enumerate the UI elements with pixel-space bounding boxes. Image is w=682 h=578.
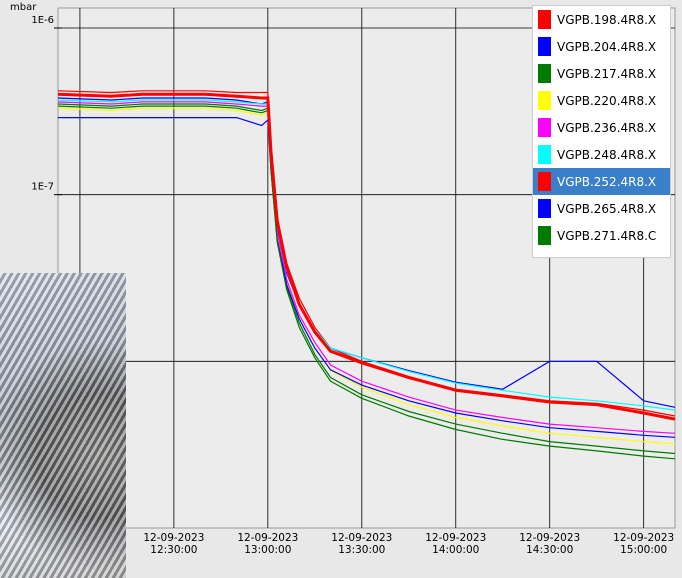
x-tick-label: 12-09-2023 14:30:00	[517, 532, 583, 556]
legend-label: VGPB.252.4R8.X	[557, 175, 656, 189]
legend-item[interactable]: VGPB.220.4R8.X	[533, 87, 670, 114]
legend-item[interactable]: VGPB.204.4R8.X	[533, 33, 670, 60]
y-tick-label: 1E-7	[31, 182, 54, 193]
x-tick-label: 12-09-2023 13:30:00	[329, 532, 395, 556]
legend-swatch	[538, 118, 551, 137]
legend-label: VGPB.220.4R8.X	[557, 94, 656, 108]
legend-swatch	[538, 37, 551, 56]
legend-item[interactable]: VGPB.265.4R8.X	[533, 195, 670, 222]
legend-swatch	[538, 172, 551, 191]
legend-item[interactable]: VGPB.252.4R8.X	[533, 168, 670, 195]
legend-label: VGPB.204.4R8.X	[557, 40, 656, 54]
x-tick-label: 12-09-2023 15:00:00	[611, 532, 677, 556]
legend-label: VGPB.236.4R8.X	[557, 121, 656, 135]
legend-item[interactable]: VGPB.248.4R8.X	[533, 141, 670, 168]
legend-item[interactable]: VGPB.217.4R8.X	[533, 60, 670, 87]
legend: VGPB.198.4R8.X VGPB.204.4R8.X VGPB.217.4R8…	[532, 5, 671, 258]
legend-item[interactable]: VGPB.198.4R8.X	[533, 6, 670, 33]
x-tick-label: 12-09-2023 14:00:00	[423, 532, 489, 556]
overlay-photo	[0, 273, 126, 578]
legend-label: VGPB.198.4R8.X	[557, 13, 656, 27]
legend-label: VGPB.217.4R8.X	[557, 67, 656, 81]
legend-item[interactable]: VGPB.271.4R8.C	[533, 222, 670, 249]
legend-swatch	[538, 199, 551, 218]
x-tick-label: 12-09-2023 12:30:00	[141, 532, 207, 556]
legend-label: VGPB.271.4R8.C	[557, 229, 656, 243]
x-tick-label: 12-09-2023 13:00:00	[235, 532, 301, 556]
legend-swatch	[538, 64, 551, 83]
page: mbar 1E-61E-71E-8 12-09-2023 12:00:0012-…	[0, 0, 682, 578]
y-tick-label: 1E-6	[31, 15, 54, 26]
legend-label: VGPB.265.4R8.X	[557, 202, 656, 216]
legend-swatch	[538, 91, 551, 110]
legend-label: VGPB.248.4R8.X	[557, 148, 656, 162]
legend-swatch	[538, 226, 551, 245]
y-axis-unit: mbar	[10, 2, 37, 13]
legend-swatch	[538, 10, 551, 29]
legend-swatch	[538, 145, 551, 164]
legend-item[interactable]: VGPB.236.4R8.X	[533, 114, 670, 141]
